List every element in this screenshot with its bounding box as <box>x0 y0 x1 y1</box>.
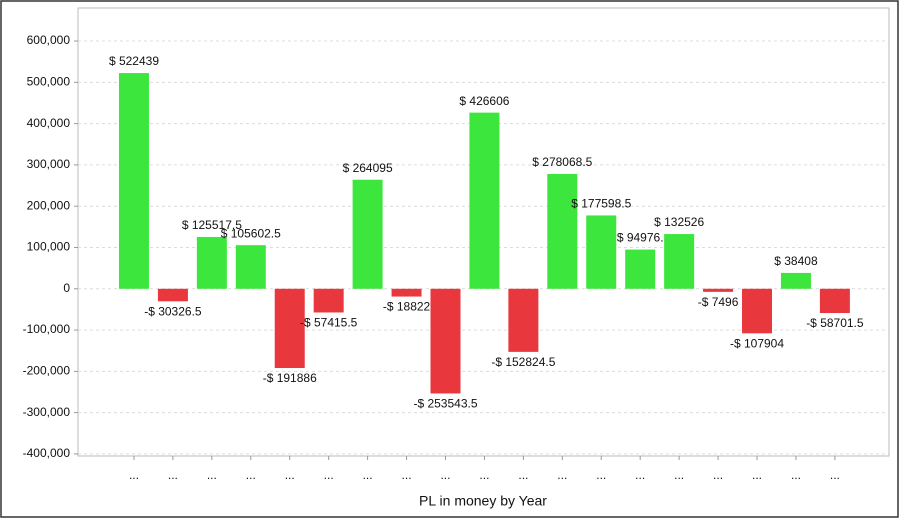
y-tick-label: 100,000 <box>27 240 71 254</box>
y-tick-label: 0 <box>63 281 70 295</box>
bar <box>819 288 850 314</box>
y-tick-label: 300,000 <box>27 157 71 171</box>
value-label: -$ 152824.5 <box>491 355 555 369</box>
value-label: -$ 107904 <box>730 336 784 350</box>
x-tick-label: ... <box>596 468 606 482</box>
value-label: $ 426606 <box>459 94 509 108</box>
bar <box>625 249 656 289</box>
x-tick-label: ... <box>324 468 334 482</box>
value-label: -$ 253543.5 <box>413 397 477 411</box>
value-label: $ 522439 <box>109 54 159 68</box>
x-tick-label: ... <box>557 468 567 482</box>
value-label: -$ 18822 <box>383 300 431 314</box>
bar <box>274 288 305 369</box>
bar <box>586 215 617 289</box>
x-tick-label: ... <box>440 468 450 482</box>
x-tick-label: ... <box>518 468 528 482</box>
x-tick-label: ... <box>246 468 256 482</box>
value-label: -$ 191886 <box>263 371 317 385</box>
y-tick-label: -400,000 <box>23 446 71 460</box>
value-label: -$ 7496 <box>698 295 739 309</box>
bar <box>391 288 422 297</box>
y-tick-label: 400,000 <box>27 116 71 130</box>
x-tick-label: ... <box>674 468 684 482</box>
bar <box>118 73 149 289</box>
value-label: -$ 58701.5 <box>806 316 864 330</box>
y-tick-label: -200,000 <box>23 364 71 378</box>
value-label: $ 125517.5 <box>182 218 242 232</box>
bar <box>430 288 461 394</box>
y-tick-label: 600,000 <box>27 33 71 47</box>
bar <box>703 288 734 292</box>
bar <box>742 288 773 334</box>
x-tick-label: ... <box>713 468 723 482</box>
x-tick-label: ... <box>752 468 762 482</box>
x-tick-label: ... <box>402 468 412 482</box>
bar <box>508 288 539 352</box>
x-tick-label: ... <box>168 468 178 482</box>
bar <box>547 173 578 289</box>
x-tick-label: ... <box>830 468 840 482</box>
y-tick-label: -100,000 <box>23 322 71 336</box>
x-tick-label: ... <box>635 468 645 482</box>
x-tick-label: ... <box>479 468 489 482</box>
value-label: $ 94976. <box>617 231 664 245</box>
value-label: $ 177598.5 <box>571 197 631 211</box>
bar <box>313 288 344 313</box>
bar <box>352 179 383 289</box>
bar <box>157 288 188 302</box>
x-tick-label: ... <box>129 468 139 482</box>
x-axis-title: PL in money by Year <box>419 493 547 509</box>
value-label: $ 105602.5 <box>221 226 281 240</box>
bar <box>780 272 811 289</box>
x-tick-label: ... <box>207 468 217 482</box>
x-tick-label: ... <box>791 468 801 482</box>
x-tick-label: ... <box>363 468 373 482</box>
value-label: $ 38408 <box>774 254 818 268</box>
y-tick-label: 200,000 <box>27 198 71 212</box>
bar <box>664 234 695 289</box>
bar <box>469 112 500 289</box>
x-tick-label: ... <box>285 468 295 482</box>
value-label: $ 264095 <box>343 161 393 175</box>
value-label: $ 132526 <box>654 215 704 229</box>
value-label: $ 278068.5 <box>532 155 592 169</box>
y-tick-label: 500,000 <box>27 74 71 88</box>
y-tick-label: -300,000 <box>23 405 71 419</box>
bar <box>235 245 266 289</box>
value-label: -$ 30326.5 <box>144 304 202 318</box>
bar <box>196 236 227 289</box>
value-label: -$ 57415.5 <box>300 316 358 330</box>
